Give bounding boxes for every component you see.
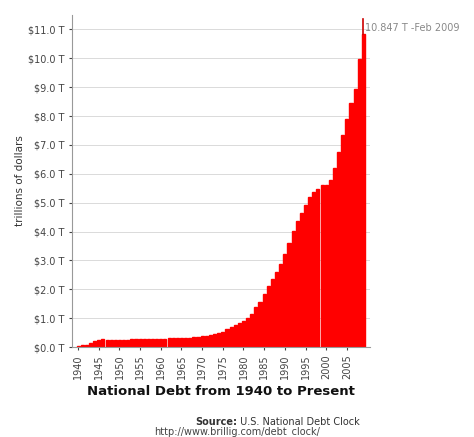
Bar xyxy=(320,185,324,347)
Bar xyxy=(155,339,158,347)
Bar xyxy=(114,340,117,347)
Text: U.S. National Debt Clock: U.S. National Debt Clock xyxy=(237,417,360,427)
Bar xyxy=(85,345,88,347)
Bar xyxy=(77,346,80,347)
Bar xyxy=(188,338,191,347)
Bar xyxy=(263,295,266,347)
Bar xyxy=(308,198,311,347)
Bar xyxy=(221,332,224,347)
Bar xyxy=(312,192,315,347)
Bar xyxy=(358,59,361,347)
Bar xyxy=(333,168,336,347)
Bar xyxy=(250,314,253,347)
Bar xyxy=(213,334,216,347)
Bar xyxy=(283,254,286,347)
Bar xyxy=(354,89,356,347)
Bar xyxy=(238,323,241,347)
Bar xyxy=(176,338,179,347)
Bar xyxy=(234,325,237,347)
Bar xyxy=(135,339,137,347)
Bar xyxy=(159,339,163,347)
Bar xyxy=(201,336,204,347)
Bar xyxy=(316,189,319,347)
Bar xyxy=(101,339,104,347)
Bar xyxy=(337,152,340,347)
Bar xyxy=(151,339,154,347)
X-axis label: National Debt from 1940 to Present: National Debt from 1940 to Present xyxy=(87,385,355,398)
Bar xyxy=(292,232,295,347)
Text: Source:: Source: xyxy=(195,417,237,427)
Bar xyxy=(362,34,365,347)
Bar xyxy=(217,333,220,347)
Bar xyxy=(138,339,142,347)
Bar xyxy=(89,343,92,347)
Bar xyxy=(93,341,96,347)
Bar xyxy=(109,340,113,347)
Bar xyxy=(229,327,233,347)
Bar xyxy=(184,338,187,347)
Text: 10.847 T -Feb 2009: 10.847 T -Feb 2009 xyxy=(365,23,460,33)
Bar xyxy=(349,103,353,347)
Bar xyxy=(258,302,262,347)
Bar xyxy=(126,340,129,347)
Bar xyxy=(164,339,166,347)
Bar xyxy=(346,119,348,347)
Bar xyxy=(300,213,303,347)
Y-axis label: trillions of dollars: trillions of dollars xyxy=(15,135,25,226)
Bar xyxy=(106,340,109,347)
Bar xyxy=(267,286,270,347)
Bar xyxy=(226,329,228,347)
Bar xyxy=(122,340,125,347)
Bar xyxy=(167,338,171,347)
Bar xyxy=(97,340,100,347)
Bar xyxy=(275,272,278,347)
Bar xyxy=(271,280,274,347)
Bar xyxy=(304,205,307,347)
Bar xyxy=(196,337,200,347)
Bar xyxy=(192,337,195,347)
Bar xyxy=(180,338,183,347)
Bar xyxy=(246,318,249,347)
Bar xyxy=(279,264,282,347)
Bar xyxy=(205,336,208,347)
Bar xyxy=(81,345,84,347)
Bar xyxy=(172,338,175,347)
Bar xyxy=(209,335,212,347)
Bar xyxy=(255,307,257,347)
Bar xyxy=(242,321,245,347)
Bar xyxy=(118,340,121,347)
Bar xyxy=(143,339,146,347)
Bar xyxy=(287,243,291,347)
Bar xyxy=(325,184,328,347)
Bar xyxy=(296,222,299,347)
Bar xyxy=(341,135,344,347)
Text: http://www.brillig.com/debt_clock/: http://www.brillig.com/debt_clock/ xyxy=(154,427,320,437)
Bar xyxy=(147,339,150,347)
Bar xyxy=(130,340,133,347)
Bar xyxy=(329,180,332,347)
